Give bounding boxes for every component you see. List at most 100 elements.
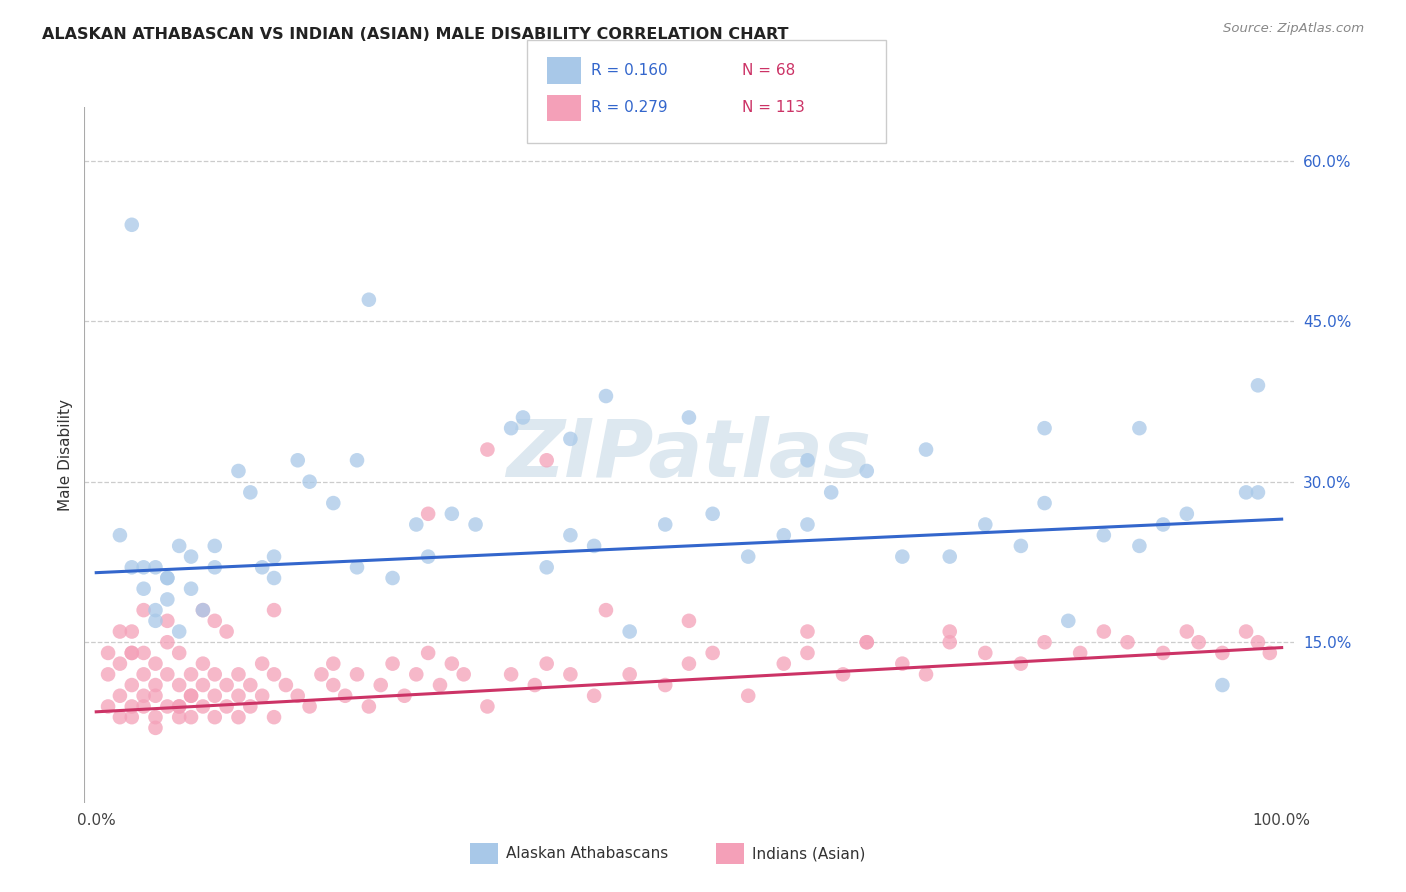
- Point: [915, 667, 938, 681]
- Point: [440, 507, 463, 521]
- Point: [1247, 485, 1270, 500]
- Text: ALASKAN ATHABASCAN VS INDIAN (ASIAN) MALE DISABILITY CORRELATION CHART: ALASKAN ATHABASCAN VS INDIAN (ASIAN) MAL…: [42, 27, 789, 42]
- Point: [145, 689, 167, 703]
- Point: [156, 667, 179, 681]
- Point: [796, 453, 818, 467]
- Point: [167, 539, 190, 553]
- Point: [560, 432, 582, 446]
- Point: [536, 560, 558, 574]
- Point: [357, 699, 380, 714]
- Point: [1175, 624, 1198, 639]
- Point: [132, 582, 155, 596]
- Point: [346, 667, 368, 681]
- Point: [654, 517, 676, 532]
- Point: [191, 678, 214, 692]
- Point: [263, 571, 285, 585]
- Point: [1247, 378, 1270, 392]
- Point: [560, 528, 582, 542]
- Point: [512, 410, 534, 425]
- Point: [204, 614, 226, 628]
- Point: [191, 603, 214, 617]
- Point: [215, 678, 238, 692]
- Point: [595, 603, 617, 617]
- Point: [1010, 657, 1032, 671]
- Point: [737, 689, 759, 703]
- Point: [346, 453, 368, 467]
- Point: [263, 667, 285, 681]
- Text: N = 68: N = 68: [742, 63, 796, 78]
- Text: R = 0.160: R = 0.160: [591, 63, 666, 78]
- Point: [145, 678, 167, 692]
- Point: [418, 507, 440, 521]
- Point: [583, 689, 606, 703]
- Point: [180, 549, 202, 564]
- Point: [228, 667, 250, 681]
- Point: [418, 549, 440, 564]
- Point: [145, 710, 167, 724]
- Point: [1128, 421, 1150, 435]
- Point: [228, 689, 250, 703]
- Point: [215, 699, 238, 714]
- Point: [132, 603, 155, 617]
- Point: [204, 539, 226, 553]
- Point: [132, 689, 155, 703]
- Point: [938, 624, 960, 639]
- Point: [477, 442, 499, 457]
- Point: [145, 603, 167, 617]
- Point: [560, 667, 582, 681]
- Text: Source: ZipAtlas.com: Source: ZipAtlas.com: [1223, 22, 1364, 36]
- Text: Indians (Asian): Indians (Asian): [752, 847, 866, 861]
- Point: [239, 485, 262, 500]
- Point: [1033, 635, 1056, 649]
- Point: [322, 657, 344, 671]
- Point: [1128, 539, 1150, 553]
- Point: [228, 464, 250, 478]
- Text: N = 113: N = 113: [742, 101, 806, 115]
- Point: [702, 507, 724, 521]
- Point: [678, 614, 700, 628]
- Point: [405, 667, 427, 681]
- Point: [204, 710, 226, 724]
- Point: [619, 624, 641, 639]
- Point: [180, 689, 202, 703]
- Point: [1211, 646, 1233, 660]
- Point: [855, 464, 877, 478]
- Point: [167, 624, 190, 639]
- Point: [167, 699, 190, 714]
- Point: [536, 657, 558, 671]
- Point: [167, 710, 190, 724]
- Point: [938, 635, 960, 649]
- Point: [891, 549, 914, 564]
- Point: [121, 646, 143, 660]
- Point: [1033, 496, 1056, 510]
- Point: [191, 603, 214, 617]
- Point: [702, 646, 724, 660]
- Point: [501, 421, 523, 435]
- Point: [453, 667, 475, 681]
- Point: [167, 678, 190, 692]
- Point: [464, 517, 486, 532]
- Point: [204, 667, 226, 681]
- Point: [938, 549, 960, 564]
- Point: [204, 560, 226, 574]
- Point: [832, 667, 855, 681]
- Point: [121, 218, 143, 232]
- Point: [108, 710, 131, 724]
- Point: [263, 549, 285, 564]
- Point: [1152, 517, 1174, 532]
- Point: [191, 657, 214, 671]
- Point: [796, 646, 818, 660]
- Point: [298, 699, 321, 714]
- Point: [357, 293, 380, 307]
- Point: [974, 517, 997, 532]
- Point: [536, 453, 558, 467]
- Point: [891, 657, 914, 671]
- Point: [167, 646, 190, 660]
- Point: [583, 539, 606, 553]
- Point: [654, 678, 676, 692]
- Point: [381, 657, 404, 671]
- Text: Alaskan Athabascans: Alaskan Athabascans: [506, 847, 668, 861]
- Point: [346, 560, 368, 574]
- Point: [737, 549, 759, 564]
- Point: [274, 678, 297, 692]
